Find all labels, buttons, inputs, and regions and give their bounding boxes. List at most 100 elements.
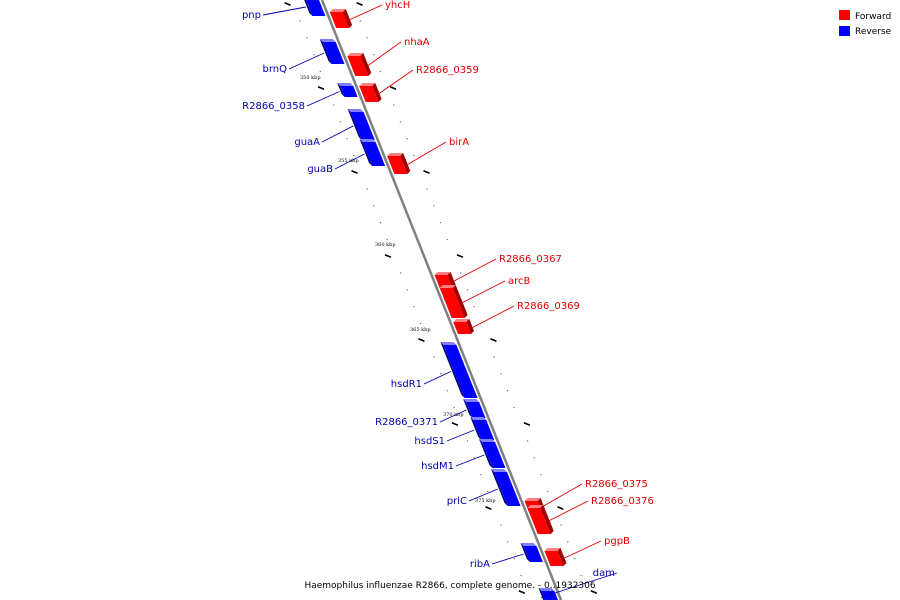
gene-block-edge [452, 285, 468, 318]
gene-block [527, 508, 551, 534]
gene-block [340, 86, 358, 97]
gene-block-shade [544, 548, 561, 551]
gene-leader-line [262, 6, 306, 16]
gene-leader-line [471, 305, 515, 329]
minor-tick [299, 20, 302, 22]
gene-leader-line [367, 41, 402, 67]
minor-tick [513, 406, 516, 409]
minor-tick [379, 70, 382, 73]
legend-swatch-reverse [839, 26, 850, 36]
major-tick [456, 254, 464, 258]
gene-guaA[interactable] [321, 109, 375, 143]
minor-tick [566, 541, 569, 543]
gene-block [473, 420, 495, 440]
minor-tick [513, 557, 516, 560]
genome-backbone [320, 0, 563, 600]
gene-leader-line [348, 4, 383, 21]
minor-tick [486, 490, 489, 493]
gene-R2866_0358[interactable] [306, 83, 358, 107]
gene-brnQ[interactable] [288, 39, 345, 70]
gene-arcB[interactable] [439, 280, 506, 318]
gene-birA[interactable] [387, 141, 447, 174]
minor-tick [433, 205, 435, 207]
tick-marks [284, 2, 598, 594]
minor-tick [493, 356, 495, 358]
gene-R2866_0376[interactable] [527, 500, 589, 534]
gene-block-shade [491, 469, 508, 472]
gene-dam[interactable] [538, 572, 618, 600]
gene-block [439, 288, 465, 318]
gene-label-pnp: pnp [242, 10, 261, 21]
gene-leader-line [406, 141, 447, 166]
major-tick [451, 422, 459, 426]
minor-tick [499, 373, 502, 375]
gene-yhcH[interactable] [329, 4, 383, 28]
gene-leader-line [306, 91, 340, 107]
gene-R2866_0359[interactable] [359, 69, 414, 102]
gene-block-shade [479, 439, 496, 442]
gene-hsdR1[interactable] [423, 342, 478, 398]
minor-tick [306, 37, 308, 39]
gene-block [523, 546, 543, 562]
gene-label-ribA: ribA [470, 559, 490, 570]
minor-tick [332, 104, 335, 106]
gene-block-shade [387, 153, 404, 156]
scale-label-365: 365 kbp [410, 327, 431, 333]
gene-label-guaA: guaA [294, 137, 320, 148]
gene-R2866_0367[interactable] [434, 258, 497, 288]
minor-tick [392, 104, 395, 106]
minor-tick [560, 524, 562, 526]
gene-label-birA: birA [449, 137, 469, 148]
gene-R2866_0369[interactable] [453, 305, 515, 334]
minor-tick [319, 70, 322, 73]
gene-block-shade [463, 399, 480, 402]
major-tick [418, 338, 425, 342]
minor-tick [439, 221, 442, 224]
gene-block-edge [463, 399, 473, 418]
minor-tick [433, 356, 435, 358]
minor-tick [439, 373, 442, 375]
gene-label-R2866_0375: R2866_0375 [585, 479, 648, 490]
gene-block-shade [347, 53, 364, 56]
major-tick [557, 506, 564, 510]
gene-block [362, 142, 386, 166]
minor-tick [473, 457, 476, 459]
gene-hsdM1[interactable] [455, 439, 506, 468]
minor-tick [359, 20, 362, 22]
major-tick [518, 590, 526, 594]
gene-block-shade [527, 505, 544, 508]
gene-label-guaB: guaB [307, 164, 333, 175]
gene-R2866_0371[interactable] [439, 399, 486, 423]
gene-block-edge [447, 272, 456, 288]
gene-block [466, 402, 486, 418]
gene-block-shade [329, 9, 346, 12]
gene-block-edge [372, 83, 382, 102]
gene-block-shade [337, 83, 354, 86]
minor-tick [466, 289, 469, 291]
minor-tick [466, 440, 469, 442]
gene-label-R2866_0376: R2866_0376 [591, 496, 654, 507]
gene-pgpB[interactable] [544, 540, 602, 566]
minor-tick [412, 154, 415, 157]
gene-block-edge [491, 469, 508, 506]
major-tick [590, 590, 598, 594]
gene-block-edge [466, 319, 475, 334]
gene-hsdS1[interactable] [446, 417, 495, 442]
minor-tick [453, 406, 456, 409]
gene-leader-line [542, 483, 583, 507]
gene-block-edge [520, 543, 530, 562]
minor-tick [520, 574, 522, 577]
gene-ribA[interactable] [491, 543, 543, 565]
gene-leader-line [334, 153, 365, 170]
gene-block [347, 56, 369, 76]
gene-block [387, 156, 408, 174]
gene-block-shade [439, 285, 456, 288]
gene-nhaA[interactable] [347, 41, 402, 76]
gene-block-edge [360, 53, 372, 76]
gene-guaB[interactable] [334, 139, 386, 170]
gene-pnp[interactable] [262, 0, 326, 16]
major-tick [485, 506, 492, 510]
gene-prlC[interactable] [468, 469, 521, 506]
legend: Forward Reverse [839, 10, 892, 37]
gene-leader-line [423, 371, 452, 385]
